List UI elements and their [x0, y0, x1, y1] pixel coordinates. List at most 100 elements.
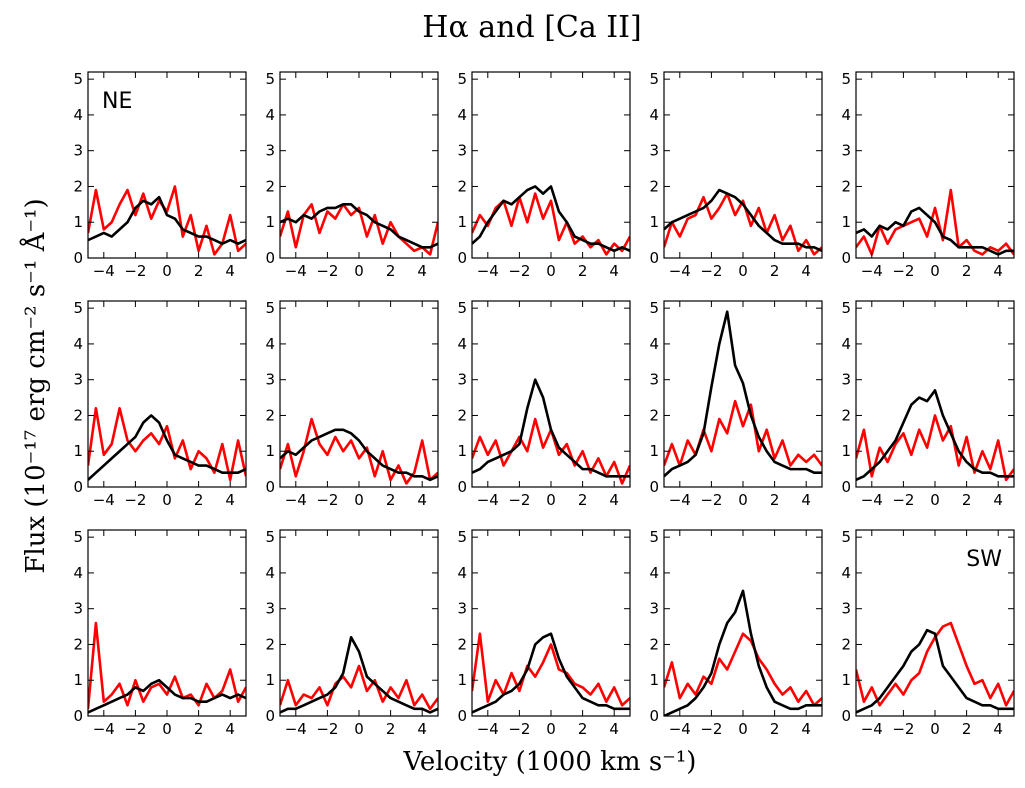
y-tick-label: 0	[841, 478, 851, 496]
y-axis-label: Flux (10⁻¹⁷ erg cm⁻² s⁻¹ Å⁻¹)	[19, 198, 51, 573]
panel-series-group	[664, 188, 822, 256]
y-tick-label: 1	[649, 213, 659, 231]
x-tick-label: 4	[225, 262, 235, 280]
series-line-h-alpha	[664, 310, 822, 478]
panel-5: −4 −2 0 2 4 0 1 2 3 4 5	[841, 70, 1015, 280]
panel-10: −4 −2 0 2 4 0 1 2 3 4 5	[841, 299, 1015, 509]
y-tick-label: 1	[649, 442, 659, 460]
panel-3: −4 −2 0 2 4 0 1 2 3 4 5	[457, 70, 631, 280]
y-tick-label: 5	[73, 70, 83, 88]
y-tick-label: 2	[841, 177, 851, 195]
y-tick-label: 0	[457, 707, 467, 725]
x-tick-label: 0	[354, 720, 364, 738]
x-tick-label: 2	[194, 262, 204, 280]
y-tick-label: 2	[73, 406, 83, 424]
series-line-ca-ii	[472, 192, 630, 256]
y-tick-label: 5	[457, 70, 467, 88]
x-tick-label: 2	[770, 491, 780, 509]
y-tick-label: 3	[265, 600, 275, 618]
y-tick-label: 5	[265, 528, 275, 546]
y-tick-label: 0	[73, 478, 83, 496]
y-tick-label: 1	[649, 671, 659, 689]
y-tick-label: 3	[73, 142, 83, 160]
x-tick-label: −2	[508, 262, 530, 280]
y-tick-label: 3	[841, 142, 851, 160]
series-line-h-alpha	[88, 195, 246, 245]
panel-series-group	[88, 621, 246, 714]
y-tick-label: 2	[457, 406, 467, 424]
series-line-h-alpha	[88, 414, 246, 481]
y-tick-label: 4	[73, 335, 83, 353]
panel-frame	[279, 71, 439, 259]
x-tick-label: −4	[669, 262, 691, 280]
series-line-h-alpha	[472, 185, 630, 253]
panel-series-group	[664, 589, 822, 716]
y-tick-label: 0	[73, 707, 83, 725]
panel-2: −4 −2 0 2 4 0 1 2 3 4 5	[265, 70, 439, 280]
x-tick-label: 4	[417, 491, 427, 509]
y-tick-label: 5	[841, 70, 851, 88]
y-tick-label: 4	[265, 564, 275, 582]
x-tick-label: 4	[609, 491, 619, 509]
panel-frame	[471, 71, 631, 259]
y-tick-label: 0	[649, 478, 659, 496]
x-tick-label: 4	[801, 491, 811, 509]
y-tick-label: 5	[649, 299, 659, 317]
x-tick-label: −4	[861, 720, 883, 738]
y-tick-label: 3	[649, 371, 659, 389]
x-tick-label: 2	[770, 720, 780, 738]
y-tick-label: 4	[841, 564, 851, 582]
x-tick-label: 2	[962, 491, 972, 509]
x-tick-label: 0	[930, 720, 940, 738]
x-tick-label: −4	[93, 262, 115, 280]
y-tick-label: 4	[457, 335, 467, 353]
series-line-h-alpha	[88, 678, 246, 714]
x-tick-label: −4	[477, 720, 499, 738]
x-tick-label: −2	[508, 720, 530, 738]
series-line-ca-ii	[856, 414, 1014, 482]
y-tick-label: 5	[457, 299, 467, 317]
x-tick-label: −2	[124, 491, 146, 509]
y-tick-label: 5	[265, 299, 275, 317]
series-line-h-alpha	[856, 206, 1014, 256]
x-tick-label: −4	[93, 720, 115, 738]
y-tick-label: 4	[649, 106, 659, 124]
x-tick-label: 4	[993, 720, 1003, 738]
x-axis-label: Velocity (1000 km s⁻¹)	[403, 747, 697, 777]
x-tick-label: −2	[508, 491, 530, 509]
panel-series-group	[280, 417, 438, 485]
panel-8: −4 −2 0 2 4 0 1 2 3 4 5	[457, 299, 631, 509]
y-tick-label: 0	[841, 249, 851, 267]
x-tick-label: 0	[738, 720, 748, 738]
x-tick-label: 0	[930, 491, 940, 509]
x-tick-label: 2	[962, 720, 972, 738]
panel-frame	[471, 529, 631, 717]
y-tick-label: 1	[73, 671, 83, 689]
y-tick-label: 0	[73, 249, 83, 267]
series-line-h-alpha	[472, 632, 630, 714]
panel-12: −4 −2 0 2 4 0 1 2 3 4 5	[265, 528, 439, 738]
series-line-h-alpha	[280, 203, 438, 249]
y-tick-label: 5	[841, 528, 851, 546]
x-tick-label: 0	[546, 720, 556, 738]
y-tick-label: 0	[649, 707, 659, 725]
x-tick-label: 2	[386, 720, 396, 738]
y-tick-label: 5	[265, 70, 275, 88]
y-tick-label: 2	[73, 635, 83, 653]
y-tick-label: 1	[457, 671, 467, 689]
x-tick-label: 0	[738, 491, 748, 509]
x-tick-label: 2	[578, 491, 588, 509]
x-tick-label: −2	[124, 262, 146, 280]
x-tick-label: 2	[194, 491, 204, 509]
x-tick-label: −4	[477, 491, 499, 509]
y-tick-label: 3	[265, 142, 275, 160]
y-tick-label: 3	[649, 600, 659, 618]
x-tick-label: −2	[892, 720, 914, 738]
x-tick-label: −2	[700, 720, 722, 738]
series-line-ca-ii	[88, 407, 246, 482]
x-tick-label: 2	[770, 262, 780, 280]
y-tick-label: 0	[457, 249, 467, 267]
y-tick-label: 3	[457, 371, 467, 389]
x-tick-label: 4	[417, 720, 427, 738]
